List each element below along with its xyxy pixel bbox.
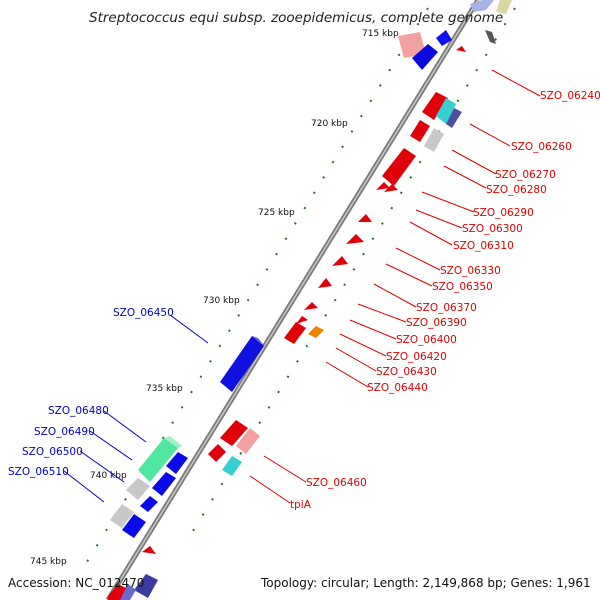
gene-szo-06280[interactable]: [376, 182, 390, 190]
gene-szo-06280b[interactable]: [384, 184, 398, 192]
gene-forward[interactable]: [496, 0, 512, 14]
gene-reverse[interactable]: [470, 0, 494, 12]
gene-szo-06350[interactable]: [318, 278, 332, 288]
right-leaders: [249, 69, 541, 504]
gene-szo-06260[interactable]: [410, 120, 430, 142]
tick-label-720: 720 kbp: [311, 119, 348, 129]
tick-label-735: 735 kbp: [146, 384, 183, 394]
label-szo-06330[interactable]: SZO_06330: [440, 265, 501, 277]
topology-text: Topology: circular; Length: 2,149,868 bp…: [260, 576, 591, 590]
gene-tpia[interactable]: [222, 456, 242, 476]
map-title: Streptococcus equi subsp. zooepidemicus,…: [89, 10, 503, 26]
label-szo-06420[interactable]: SZO_06420: [386, 351, 447, 363]
gene-szo-06240c[interactable]: [446, 108, 462, 128]
gene-szo-06420[interactable]: [308, 326, 324, 338]
tick-label-725: 725 kbp: [258, 208, 295, 218]
gene-szo-06490b[interactable]: [152, 472, 176, 496]
gene-szo-06510[interactable]: [110, 504, 134, 528]
label-szo-06310[interactable]: SZO_06310: [453, 240, 514, 252]
gene-szo-06270[interactable]: [382, 148, 416, 186]
gene-szo-06310[interactable]: [346, 234, 364, 244]
accession-text: Accession: NC_012470: [8, 576, 144, 590]
gene-bottom-blue[interactable]: [134, 574, 158, 598]
gene-szo-06490[interactable]: [166, 452, 188, 474]
gene-reverse[interactable]: [412, 44, 438, 70]
label-szo-06460[interactable]: SZO_06460: [306, 477, 367, 489]
tick-label-730: 730 kbp: [203, 296, 240, 306]
label-tpia[interactable]: tpiA: [290, 499, 312, 511]
gene-szo-06400[interactable]: [284, 322, 306, 344]
tick-label-745: 745 kbp: [30, 557, 67, 567]
label-szo-06480[interactable]: SZO_06480: [48, 405, 109, 417]
gene-szo-06500b[interactable]: [140, 496, 158, 512]
gene-szo-06450[interactable]: [220, 336, 264, 392]
genome-backbone-highlight: [107, 0, 479, 600]
gene-bottom-red[interactable]: [142, 546, 156, 554]
label-szo-06390[interactable]: SZO_06390: [406, 317, 467, 329]
label-szo-06450[interactable]: SZO_06450: [113, 307, 174, 319]
gene-bottom-red-2[interactable]: [108, 584, 126, 600]
label-szo-06510[interactable]: SZO_06510: [8, 466, 69, 478]
label-szo-06240[interactable]: SZO_06240: [540, 90, 600, 102]
label-szo-06350[interactable]: SZO_06350: [432, 281, 493, 293]
gene-top-red[interactable]: [456, 46, 466, 52]
label-szo-06300[interactable]: SZO_06300: [462, 223, 523, 235]
gene-szo-06290[interactable]: [358, 214, 372, 222]
left-labels: SZO_06450 SZO_06480 SZO_06490 SZO_06500 …: [8, 307, 174, 478]
gene-bottom-blue-2[interactable]: [118, 584, 136, 600]
gene-szo-06370[interactable]: [304, 302, 318, 310]
gene-szo-06240b[interactable]: [436, 98, 456, 124]
right-labels: SZO_06240 SZO_06260 SZO_06270 SZO_06280 …: [290, 90, 600, 511]
label-szo-06260[interactable]: SZO_06260: [511, 141, 572, 153]
label-szo-06430[interactable]: SZO_06430: [376, 366, 437, 378]
label-szo-06500[interactable]: SZO_06500: [22, 446, 83, 458]
left-leaders: [63, 314, 209, 503]
forward-genes: [108, 46, 466, 600]
label-szo-06280[interactable]: SZO_06280: [486, 184, 547, 196]
gene-szo-06500[interactable]: [126, 478, 150, 500]
gene-szo-06510b[interactable]: [122, 514, 146, 538]
label-szo-06440[interactable]: SZO_06440: [367, 382, 428, 394]
gene-szo-06480[interactable]: [138, 438, 178, 482]
gene-szo-06480-top: [164, 436, 182, 448]
tick-label-740: 740 kbp: [90, 471, 127, 481]
label-szo-06490[interactable]: SZO_06490: [34, 426, 95, 438]
gene-szo-06240[interactable]: [422, 92, 448, 120]
gene-szo-06330[interactable]: [332, 256, 348, 266]
label-szo-06400[interactable]: SZO_06400: [396, 334, 457, 346]
gene-reverse[interactable]: [398, 32, 426, 58]
inner-dot-track: [84, 7, 429, 566]
gene-szo-06460b[interactable]: [236, 428, 260, 454]
gene-szo-06260b[interactable]: [424, 128, 444, 152]
reverse-genes: [110, 0, 512, 600]
gene-szo-06390[interactable]: [296, 316, 308, 324]
label-szo-06270[interactable]: SZO_06270: [495, 169, 556, 181]
tick-label-715: 715 kbp: [362, 29, 399, 39]
gene-forward[interactable]: [485, 30, 496, 44]
label-szo-06370[interactable]: SZO_06370: [416, 302, 477, 314]
gene-reverse[interactable]: [436, 30, 452, 46]
gene-szo-06460c[interactable]: [208, 444, 226, 462]
gene-szo-06460[interactable]: [220, 420, 248, 446]
label-szo-06290[interactable]: SZO_06290: [473, 207, 534, 219]
tick-group: 715 kbp 720 kbp 725 kbp 730 kbp 735 kbp …: [30, 29, 399, 567]
